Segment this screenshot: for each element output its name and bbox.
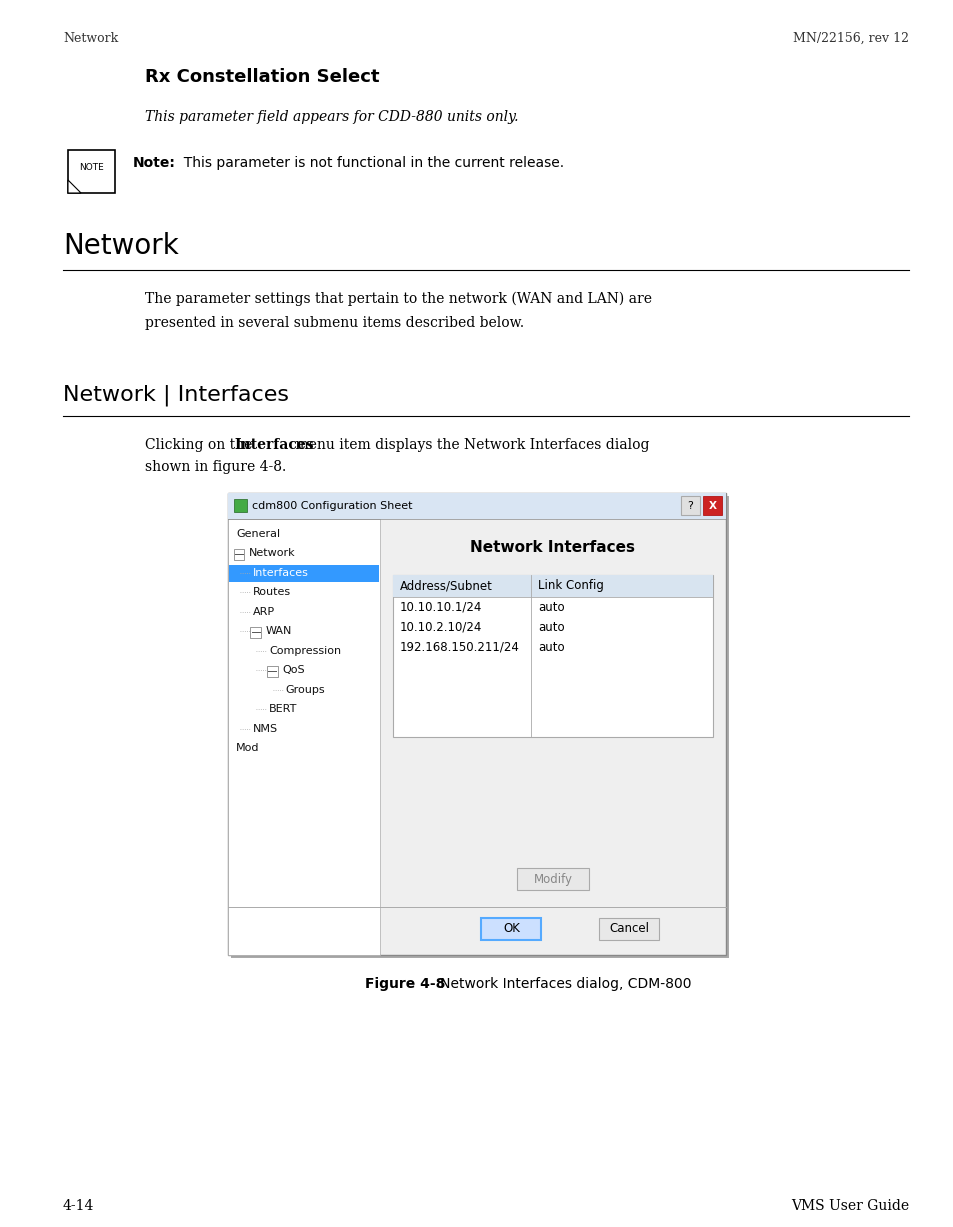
Text: Network: Network [63, 32, 118, 45]
Text: Note:: Note: [132, 156, 175, 171]
FancyBboxPatch shape [393, 574, 712, 736]
Text: 10.10.2.10/24: 10.10.2.10/24 [399, 621, 482, 634]
Text: Mod: Mod [235, 744, 259, 753]
Text: Routes: Routes [253, 588, 291, 598]
Text: NMS: NMS [253, 724, 277, 734]
FancyBboxPatch shape [228, 493, 725, 955]
Text: This parameter field appears for CDD-880 units only.: This parameter field appears for CDD-880… [145, 110, 518, 124]
Text: Address/Subnet: Address/Subnet [399, 579, 493, 593]
Text: menu item displays the Network Interfaces dialog: menu item displays the Network Interface… [292, 438, 649, 452]
Text: Groups: Groups [285, 685, 325, 694]
Text: QoS: QoS [282, 665, 304, 675]
Text: Network: Network [63, 232, 178, 260]
Text: Modify: Modify [533, 872, 572, 886]
Text: Network | Interfaces: Network | Interfaces [63, 384, 289, 405]
Text: ARP: ARP [253, 607, 274, 617]
Text: 192.168.150.211/24: 192.168.150.211/24 [399, 640, 519, 654]
Text: X: X [708, 501, 716, 510]
Text: 10.10.10.1/24: 10.10.10.1/24 [399, 601, 482, 614]
FancyBboxPatch shape [393, 574, 712, 598]
FancyBboxPatch shape [228, 519, 379, 955]
Text: Figure 4-8: Figure 4-8 [365, 977, 445, 991]
Text: Rx Constellation Select: Rx Constellation Select [145, 67, 379, 86]
FancyBboxPatch shape [233, 499, 247, 512]
Text: General: General [235, 529, 280, 539]
Text: OK: OK [502, 923, 519, 935]
Text: shown in figure 4-8.: shown in figure 4-8. [145, 459, 286, 474]
FancyBboxPatch shape [231, 496, 728, 958]
FancyBboxPatch shape [229, 564, 378, 582]
Text: Network Interfaces dialog, CDM-800: Network Interfaces dialog, CDM-800 [427, 977, 691, 991]
Text: Interfaces: Interfaces [234, 438, 314, 452]
Text: ?: ? [687, 501, 693, 510]
Text: NOTE: NOTE [79, 163, 104, 172]
Text: MN/22156, rev 12: MN/22156, rev 12 [792, 32, 908, 45]
Text: Interfaces: Interfaces [253, 568, 308, 578]
FancyBboxPatch shape [228, 493, 725, 519]
Text: cdm800 Configuration Sheet: cdm800 Configuration Sheet [252, 501, 412, 510]
FancyBboxPatch shape [266, 666, 277, 677]
Text: 4-14: 4-14 [63, 1199, 94, 1214]
Text: The parameter settings that pertain to the network (WAN and LAN) are: The parameter settings that pertain to t… [145, 292, 651, 307]
Text: WAN: WAN [265, 627, 292, 637]
Text: This parameter is not functional in the current release.: This parameter is not functional in the … [174, 156, 563, 171]
FancyBboxPatch shape [68, 150, 115, 193]
Text: auto: auto [537, 601, 564, 614]
FancyBboxPatch shape [481, 918, 541, 940]
Text: Cancel: Cancel [608, 923, 648, 935]
Text: auto: auto [537, 640, 564, 654]
Polygon shape [68, 180, 81, 193]
FancyBboxPatch shape [233, 548, 244, 560]
Text: Network Interfaces: Network Interfaces [470, 541, 635, 556]
Text: Network: Network [249, 548, 295, 558]
Text: auto: auto [537, 621, 564, 634]
Text: VMS User Guide: VMS User Guide [790, 1199, 908, 1214]
Text: Link Config: Link Config [537, 579, 603, 593]
FancyBboxPatch shape [517, 867, 588, 890]
FancyBboxPatch shape [598, 918, 659, 940]
FancyBboxPatch shape [250, 627, 261, 638]
Text: Compression: Compression [269, 645, 341, 656]
Text: BERT: BERT [269, 704, 297, 714]
FancyBboxPatch shape [702, 496, 721, 515]
Text: Clicking on the: Clicking on the [145, 438, 256, 452]
FancyBboxPatch shape [680, 496, 700, 515]
Text: presented in several submenu items described below.: presented in several submenu items descr… [145, 317, 523, 330]
